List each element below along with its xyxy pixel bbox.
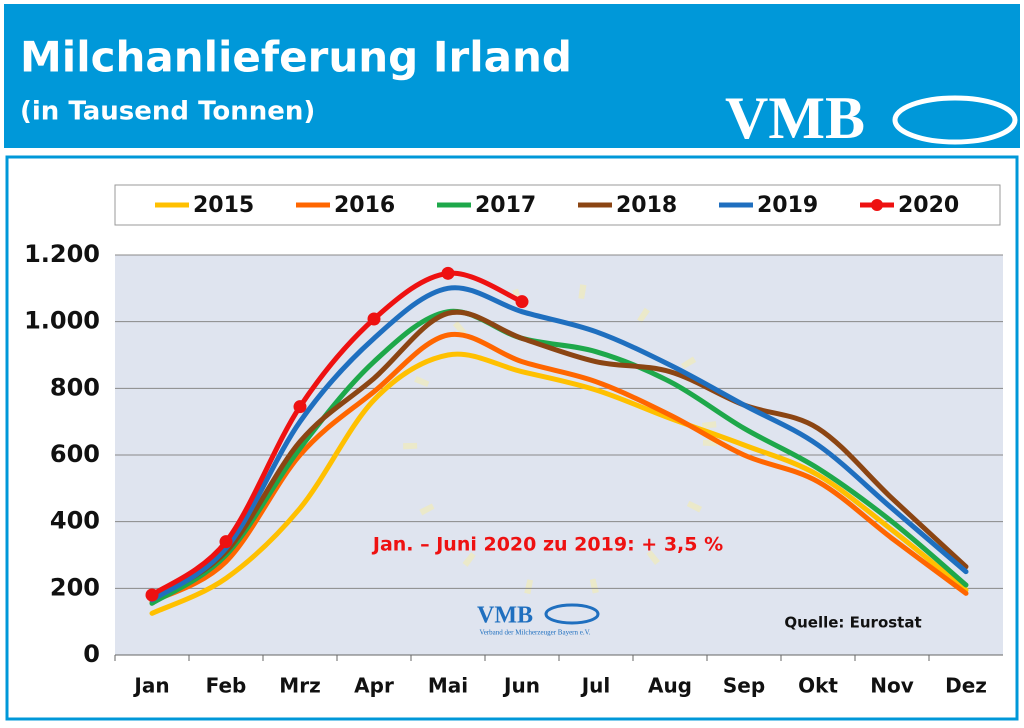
series-line — [149, 331, 969, 605]
chart-title: Milchanlieferung Irland — [20, 33, 572, 82]
watermark-swoosh — [544, 603, 600, 625]
watermark-logo: VMB — [477, 603, 533, 629]
series-line — [149, 308, 969, 606]
source: Quelle: Eurostat — [784, 614, 921, 632]
series-marker — [145, 588, 159, 602]
x-tick-label: Jan — [132, 674, 169, 698]
y-tick-label: 1.200 — [24, 240, 100, 268]
legend-label: 2017 — [475, 193, 536, 218]
x-tick-label: Sep — [723, 674, 765, 698]
x-tick-label: Apr — [354, 674, 394, 698]
legend — [114, 184, 1001, 226]
legend-label: 2019 — [757, 193, 818, 218]
y-tick-label: 0 — [83, 640, 100, 668]
x-tick-label: Feb — [206, 674, 247, 698]
annotation: Jan. – Juni 2020 zu 2019: + 3,5 % — [371, 534, 723, 556]
series-line — [149, 285, 969, 603]
y-tick-label: 400 — [50, 507, 100, 535]
series-marker — [219, 535, 233, 549]
series-marker — [293, 400, 307, 414]
x-tick-label: Aug — [648, 674, 692, 698]
x-tick-label: Mai — [428, 674, 468, 698]
legend-marker — [871, 199, 883, 211]
x-tick-label: Jun — [502, 674, 540, 698]
y-tick-label: 800 — [50, 373, 100, 401]
legend-label: 2018 — [616, 193, 677, 218]
y-tick-label: 200 — [50, 573, 100, 601]
series-line — [149, 351, 969, 616]
y-tick-label: 600 — [50, 440, 100, 468]
legend-label: 2016 — [334, 193, 395, 218]
x-tick-label: Nov — [870, 674, 914, 698]
logo: VMB — [725, 85, 865, 151]
watermark-text: Verband der Milcherzeuger Bayern e.V. — [479, 629, 590, 637]
flag-stars — [403, 283, 717, 597]
logo-swoosh — [892, 95, 1018, 145]
legend-label: 2020 — [898, 193, 959, 218]
legend-label: 2015 — [193, 193, 254, 218]
x-tick-label: Mrz — [279, 674, 320, 698]
series-marker — [515, 295, 529, 309]
y-tick-label: 1.000 — [24, 307, 100, 335]
series-marker — [367, 312, 381, 326]
series-line — [149, 309, 969, 601]
series-marker — [441, 266, 455, 280]
x-tick-label: Jul — [580, 674, 611, 698]
x-tick-label: Okt — [798, 674, 838, 698]
header — [4, 4, 1020, 148]
x-tick-label: Dez — [945, 674, 987, 698]
chart-subtitle: (in Tausend Tonnen) — [20, 97, 315, 127]
